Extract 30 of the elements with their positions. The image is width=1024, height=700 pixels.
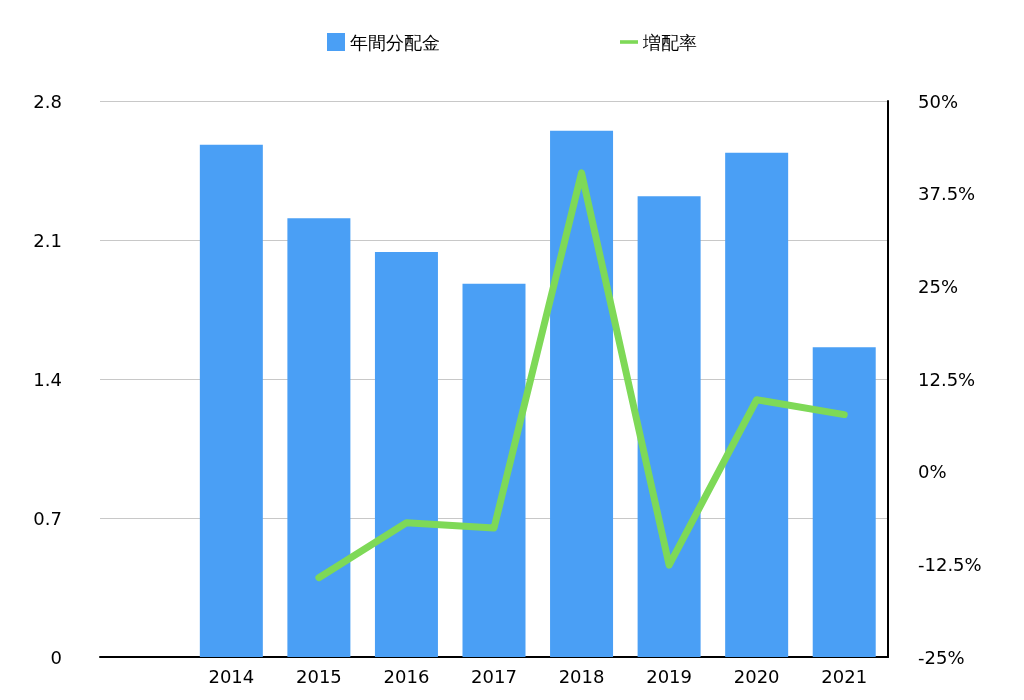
y-tick-label: 1.4 [33,368,62,390]
y-tick-label: 2.1 [33,229,62,251]
y2-tick-label: 12.5% [918,368,976,390]
bar [287,218,351,657]
x-tick-label: 2015 [295,665,342,687]
y2-tick-label: 25% [918,275,959,297]
legend-label: 年間分配金 [350,31,440,53]
y2-tick-label: 0% [918,461,947,483]
y-tick-label: 0.7 [33,507,62,529]
y2-tick-label: 50% [918,90,959,112]
bar [725,152,789,657]
bar [199,144,263,657]
bar [637,196,701,657]
bar [374,251,438,657]
x-tick-label: 2014 [208,665,255,687]
x-tick-label: 2018 [558,665,605,687]
bar [550,130,614,657]
y-tick-label: 2.8 [33,90,62,112]
y2-tick-label: 37.5% [918,183,976,205]
x-tick-label: 2020 [733,665,780,687]
x-tick-label: 2016 [383,665,430,687]
bar [462,283,526,657]
y2-tick-label: -12.5% [918,553,982,575]
x-tick-label: 2021 [821,665,868,687]
x-tick-label: 2017 [471,665,517,687]
bar [812,347,876,657]
legend-label: 増配率 [642,31,697,53]
x-tick-label: 2019 [646,665,693,687]
y-tick-label: 0 [50,646,62,668]
y2-tick-label: -25% [918,646,965,668]
